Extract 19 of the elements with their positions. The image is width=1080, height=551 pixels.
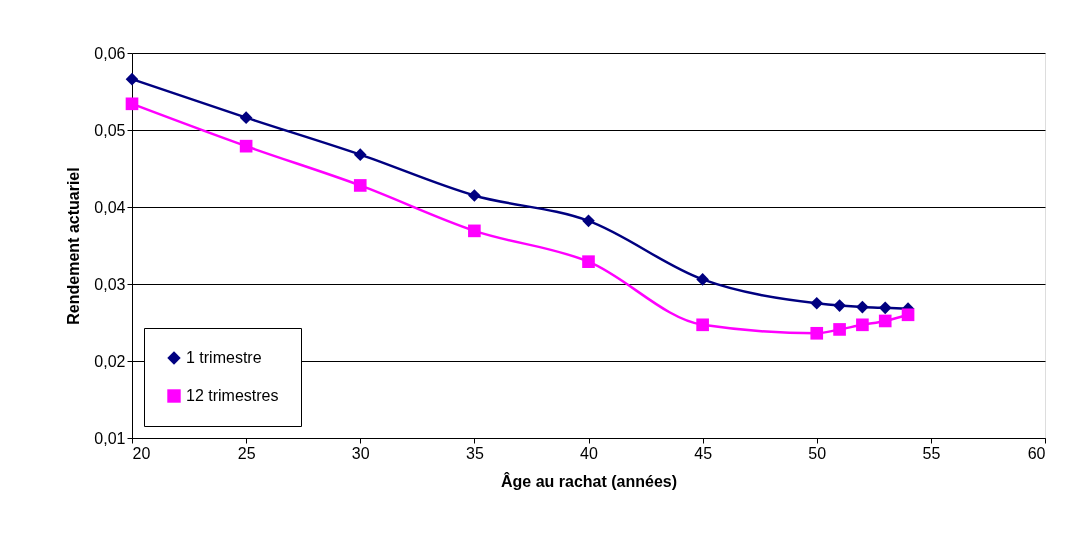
x-tick-label: 20 [132, 444, 151, 462]
y-tick-label: 0,06 [94, 44, 126, 62]
x-tick-label: 55 [922, 444, 941, 462]
x-tick-label: 60 [1027, 444, 1046, 462]
y-tick-label: 0,01 [94, 429, 126, 447]
x-tick-label: 25 [237, 444, 256, 462]
legend-label: 12 trimestres [186, 387, 279, 404]
x-axis-title: Âge au rachat (années) [500, 471, 678, 490]
x-tick-label: 30 [351, 444, 370, 462]
y-tick-label: 0,03 [94, 275, 126, 293]
x-tick-label: 45 [694, 444, 713, 462]
y-tick-label: 0,04 [94, 198, 126, 216]
y-tick-label: 0,02 [94, 352, 126, 370]
y-tick-label: 0,05 [94, 121, 126, 139]
x-tick-label: 35 [465, 444, 484, 462]
x-tick-label: 50 [808, 444, 827, 462]
y-axis-title: Rendement actuariel [65, 167, 83, 325]
x-tick-label: 40 [580, 444, 598, 462]
legend-label: 1 trimestre [186, 349, 262, 366]
